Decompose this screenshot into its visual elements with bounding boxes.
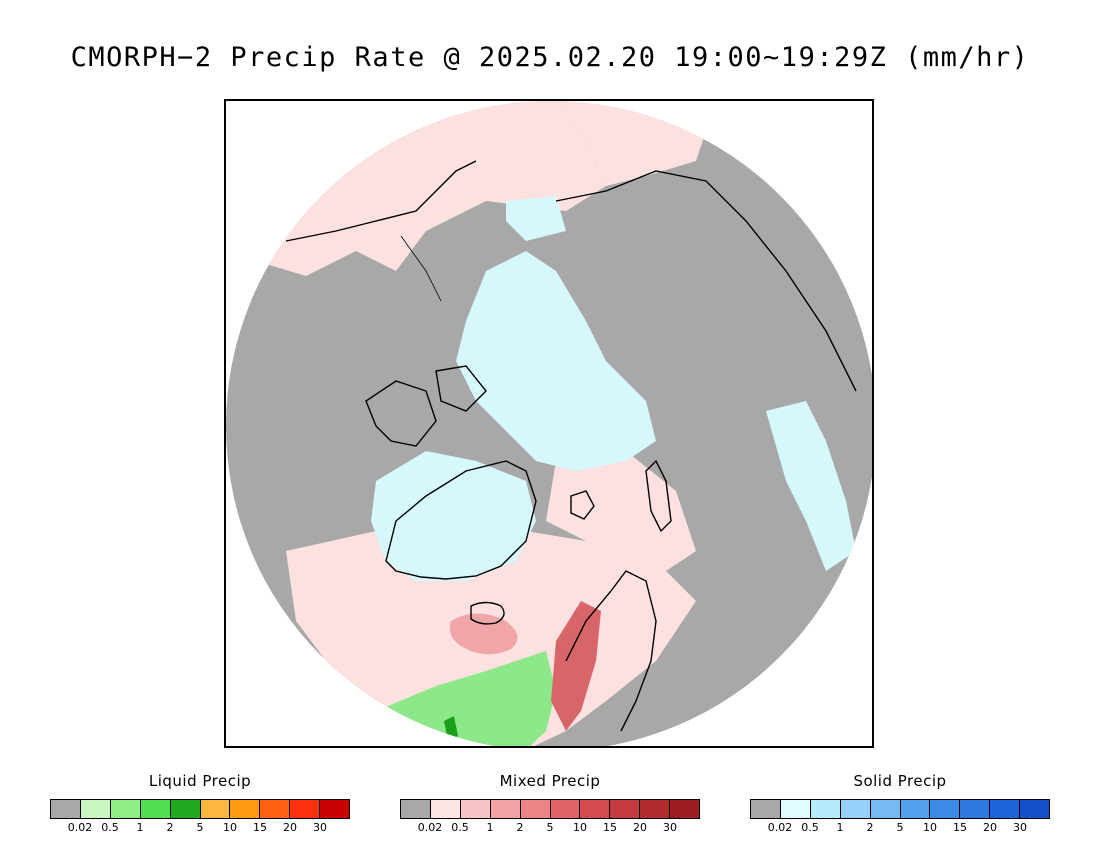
legend-liquid: Liquid Precip 0.02 0.5 1 2 5 10 15 20 30: [50, 772, 350, 842]
legend-swatch: [640, 800, 671, 818]
legend-ticks: 0.02 0.5 1 2 5 10 15 20 30: [400, 821, 700, 835]
legend-swatch: [751, 800, 781, 818]
solid-precip-region-greenland: [371, 451, 536, 581]
legend-mixed: Mixed Precip 0.02 0.5 1 2 5 10 15 20 30: [400, 772, 700, 842]
legend-tick-label: 0.5: [801, 821, 819, 834]
legend-tick-label: 20: [983, 821, 997, 834]
chart-title: CMORPH−2 Precip Rate @ 2025.02.20 19:00~…: [70, 42, 1030, 73]
coastline-siberia: [555, 170, 857, 392]
legend-swatch: [260, 800, 291, 818]
legend-tick-label: 10: [223, 821, 237, 834]
legend-swatch: [550, 800, 581, 818]
legend-swatch: [430, 800, 461, 818]
legend-swatch: [840, 800, 871, 818]
coastline-svalbard: [570, 490, 595, 520]
precip-map: [224, 99, 874, 748]
legend-title: Solid Precip: [853, 772, 947, 790]
solid-precip-region-chukchi: [506, 196, 566, 241]
coastline-greenland: [385, 460, 537, 580]
legend-tick-label: 5: [546, 821, 554, 834]
legend-ticks: 0.02 0.5 1 2 5 10 15 20 30: [50, 821, 350, 835]
legend-swatch: [1020, 800, 1050, 818]
legend-title: Liquid Precip: [148, 772, 252, 790]
legend-tick-label: 0.02: [767, 821, 793, 834]
coastline-novaya-zemlya: [645, 459, 672, 533]
mixed-precip-band-iceland: [449, 613, 518, 655]
legend-swatch: [870, 800, 901, 818]
legend-swatch: [401, 800, 431, 818]
legend-swatch: [490, 800, 521, 818]
legend-swatch: [610, 800, 641, 818]
legend-tick-label: 5: [896, 821, 904, 834]
legend-swatch: [960, 800, 991, 818]
legend-tick-label: 15: [253, 821, 267, 834]
legend-swatch: [230, 800, 261, 818]
solid-precip-region-siberia: [766, 401, 856, 571]
coastline-iceland: [470, 601, 505, 625]
legend-tick-label: 30: [313, 821, 327, 834]
map-svg: [226, 101, 872, 746]
legend-swatch: [990, 800, 1021, 818]
legend-tick-label: 5: [196, 821, 204, 834]
coastline-alaska: [285, 160, 477, 242]
legend-swatch: [110, 800, 141, 818]
legend-tick-label: 1: [836, 821, 844, 834]
legend-ticks: 0.02 0.5 1 2 5 10 15 20 30: [750, 821, 1050, 835]
legend-swatch: [320, 800, 350, 818]
legend-tick-label: 30: [1013, 821, 1027, 834]
legend-swatch: [80, 800, 111, 818]
legend-tick-label: 0.02: [67, 821, 93, 834]
border-alaska-canada: [400, 235, 442, 302]
legend-swatch: [140, 800, 171, 818]
legend-tick-label: 0.5: [101, 821, 119, 834]
legend-title: Mixed Precip: [499, 772, 601, 790]
legend-swatch: [51, 800, 81, 818]
legend-swatch: [580, 800, 611, 818]
legend-solid: Solid Precip 0.02 0.5 1 2 5 10 15 20 30: [750, 772, 1050, 842]
legend-tick-label: 15: [953, 821, 967, 834]
legend-tick-label: 20: [633, 821, 647, 834]
coastline-canada-archipelago: [365, 365, 487, 447]
legend-tick-label: 2: [516, 821, 524, 834]
legend-tick-label: 2: [166, 821, 174, 834]
legend-swatch: [460, 800, 491, 818]
legend-colorbar: [50, 799, 350, 819]
coastline-scandinavia: [565, 570, 657, 732]
legend-swatch: [930, 800, 961, 818]
legend-swatch: [290, 800, 321, 818]
legend-tick-label: 1: [136, 821, 144, 834]
legend-tick-label: 15: [603, 821, 617, 834]
legend-tick-label: 2: [866, 821, 874, 834]
legend-swatch: [520, 800, 551, 818]
legend-tick-label: 20: [283, 821, 297, 834]
legend-tick-label: 30: [663, 821, 677, 834]
mixed-precip-region-barents: [546, 451, 696, 571]
legend-colorbar: [400, 799, 700, 819]
legend-tick-label: 1: [486, 821, 494, 834]
legend-colorbar: [750, 799, 1050, 819]
legend-swatch: [780, 800, 811, 818]
legend-swatch: [200, 800, 231, 818]
mixed-precip-band-norway: [551, 601, 601, 731]
legend-swatch: [170, 800, 201, 818]
legend-swatch: [810, 800, 841, 818]
legend-tick-label: 10: [573, 821, 587, 834]
solid-precip-region-arctic-ocean: [456, 251, 656, 471]
legend-tick-label: 0.02: [417, 821, 443, 834]
legend-tick-label: 0.5: [451, 821, 469, 834]
legend-swatch: [900, 800, 931, 818]
legend-swatch: [670, 800, 700, 818]
legend-tick-label: 10: [923, 821, 937, 834]
